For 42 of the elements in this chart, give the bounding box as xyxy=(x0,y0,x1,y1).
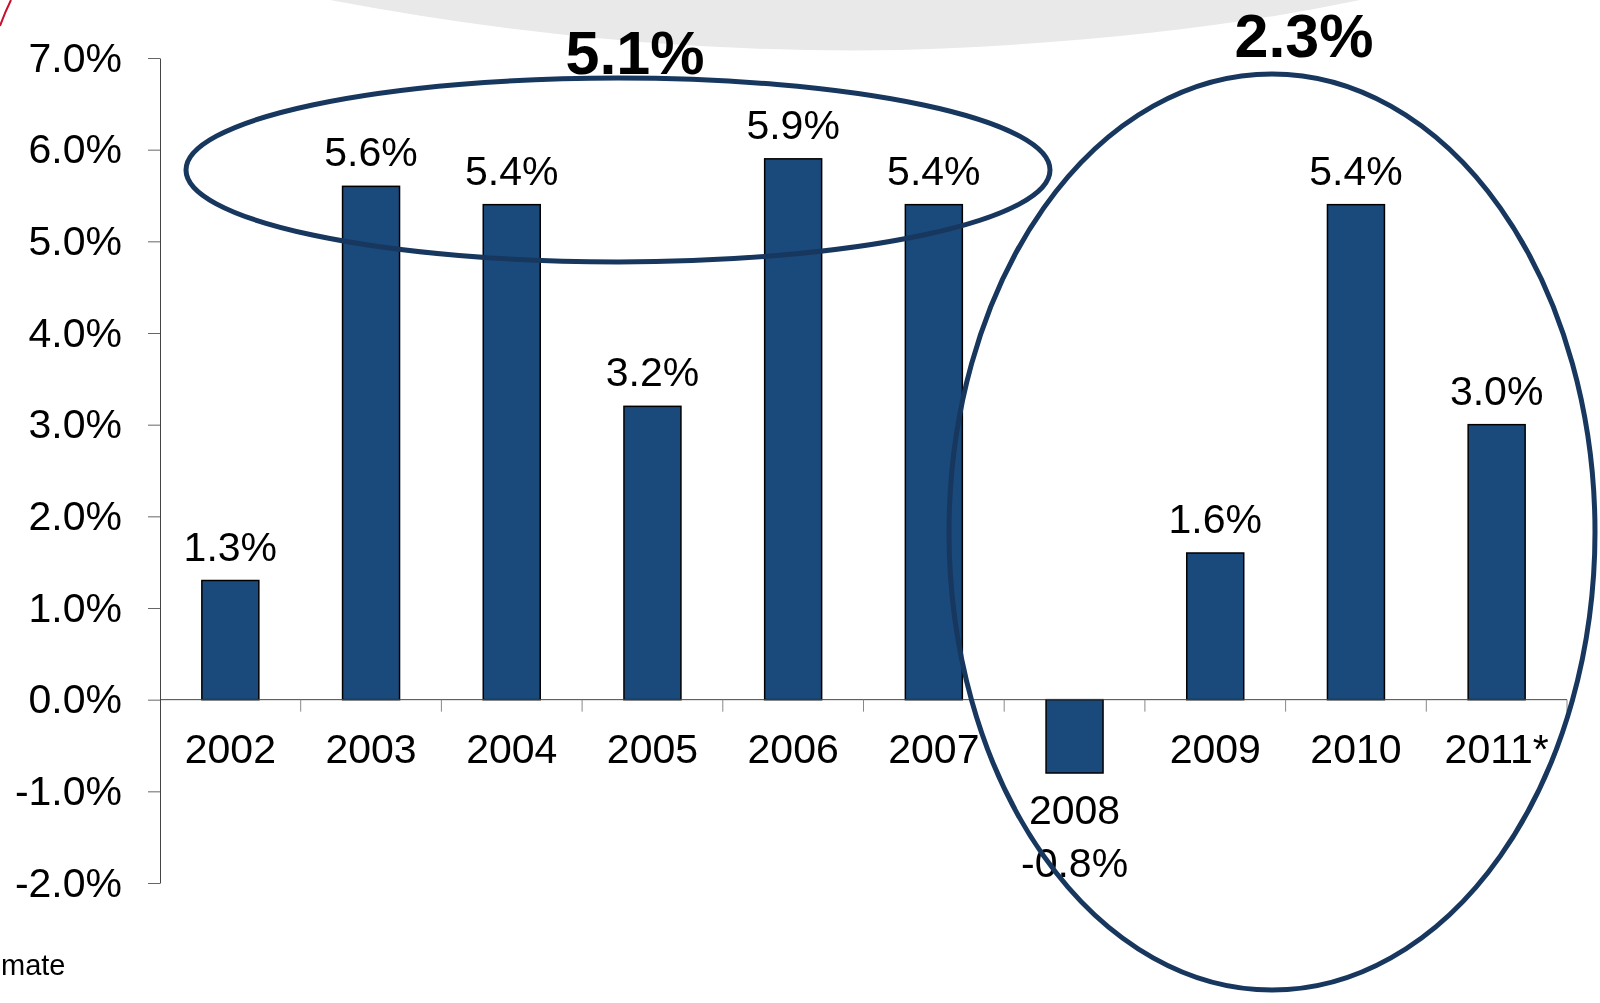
data-label: 5.4% xyxy=(1309,147,1403,194)
x-tick-label: 2009 xyxy=(1169,725,1261,772)
data-label: 3.0% xyxy=(1449,367,1544,414)
text: mate xyxy=(1,949,66,981)
bar xyxy=(341,185,401,701)
bar xyxy=(623,405,682,701)
y-tick-label: 1.0% xyxy=(28,584,122,631)
y-tick-label: 0.0% xyxy=(28,676,122,723)
x-tick-label: 2007 xyxy=(888,725,980,772)
y-tick-label: 3.0% xyxy=(28,401,122,448)
y-tick-label: -2.0% xyxy=(14,859,122,906)
x-tick-label: 2004 xyxy=(466,725,558,772)
annotation: 2.3% xyxy=(1234,2,1374,70)
x-tick-label: 2006 xyxy=(747,725,839,772)
bar xyxy=(1467,423,1526,701)
data-label: 5.6% xyxy=(324,129,418,176)
bar xyxy=(1186,552,1245,701)
y-tick-label: 5.0% xyxy=(28,217,122,264)
data-label: 5.4% xyxy=(887,147,981,194)
bar xyxy=(1045,698,1104,774)
y-tick-label: 7.0% xyxy=(28,34,122,81)
x-tick-label: 2002 xyxy=(184,725,276,772)
y-tick-label: 2.0% xyxy=(28,492,122,539)
y-tick-label: 6.0% xyxy=(28,126,122,173)
data-label: 5.9% xyxy=(746,101,840,148)
bar xyxy=(904,203,964,701)
x-tick-label: 2011* xyxy=(1444,725,1549,772)
data-label: 1.6% xyxy=(1168,496,1262,542)
x-tick-label: 2005 xyxy=(606,725,699,772)
y-tick-label: -1.0% xyxy=(14,767,122,814)
data-label: 1.3% xyxy=(183,523,278,570)
bar xyxy=(763,158,823,701)
bar xyxy=(482,203,541,701)
bar xyxy=(1326,203,1386,701)
x-tick-label: 2008 xyxy=(1028,787,1121,833)
y-tick-label: 4.0% xyxy=(28,309,122,356)
bar xyxy=(201,579,260,701)
data-label: 3.2% xyxy=(605,349,700,396)
x-tick-label: 2003 xyxy=(325,725,417,772)
annotation: 5.1% xyxy=(565,19,705,87)
data-label: 5.4% xyxy=(465,147,559,194)
x-tick-label: 2010 xyxy=(1310,725,1402,772)
